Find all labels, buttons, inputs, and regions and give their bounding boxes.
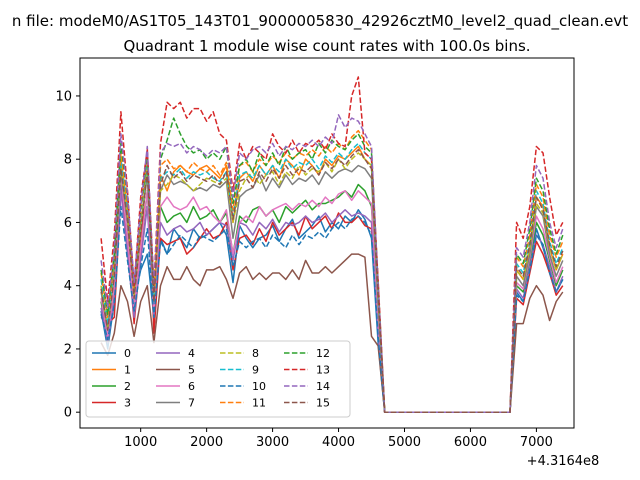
- x-tick-label: 1000: [124, 435, 157, 450]
- x-tick-label: 2000: [190, 435, 223, 450]
- legend-label-3: 3: [124, 397, 131, 410]
- axes-frame: [79, 57, 575, 429]
- legend-label-4: 4: [188, 347, 195, 360]
- y-tick-label: 2: [64, 342, 72, 357]
- legend-label-8: 8: [252, 347, 259, 360]
- y-tick-label: 10: [55, 89, 72, 104]
- y-tick-label: 8: [64, 153, 72, 168]
- legend-label-2: 2: [124, 380, 131, 393]
- legend-label-14: 14: [316, 380, 330, 393]
- legend-label-5: 5: [188, 364, 195, 377]
- legend-label-12: 12: [316, 347, 330, 360]
- x-tick-label: 4000: [322, 435, 355, 450]
- legend-label-7: 7: [188, 397, 195, 410]
- legend-label-11: 11: [252, 397, 266, 410]
- legend-label-6: 6: [188, 380, 195, 393]
- y-tick-label: 6: [64, 216, 72, 231]
- chart-title: Quadrant 1 module wise count rates with …: [123, 37, 530, 55]
- y-tick-label: 4: [64, 279, 72, 294]
- x-tick-label: 6000: [454, 435, 487, 450]
- legend-label-10: 10: [252, 380, 266, 393]
- x-tick-label: 3000: [256, 435, 289, 450]
- y-axis: 0 2 4 6 8 10: [55, 89, 80, 421]
- x-tick-label: 7000: [520, 435, 553, 450]
- legend-box: [85, 340, 351, 418]
- plot-lines: [100, 76, 564, 413]
- legend-label-13: 13: [316, 364, 330, 377]
- x-offset-label: +4.3164e8: [527, 454, 600, 469]
- legend-label-15: 15: [316, 397, 330, 410]
- legend-label-9: 9: [252, 364, 259, 377]
- x-axis: 1000 2000 3000 4000 5000 6000 7000: [124, 428, 553, 450]
- legend-label-0: 0: [124, 347, 131, 360]
- x-tick-label: 5000: [388, 435, 421, 450]
- series-line-15: [100, 148, 564, 413]
- chart-suptitle: n file: modeM0/AS1T05_143T01_9000005830_…: [12, 12, 628, 31]
- legend-label-1: 1: [124, 364, 131, 377]
- y-tick-label: 0: [64, 406, 72, 421]
